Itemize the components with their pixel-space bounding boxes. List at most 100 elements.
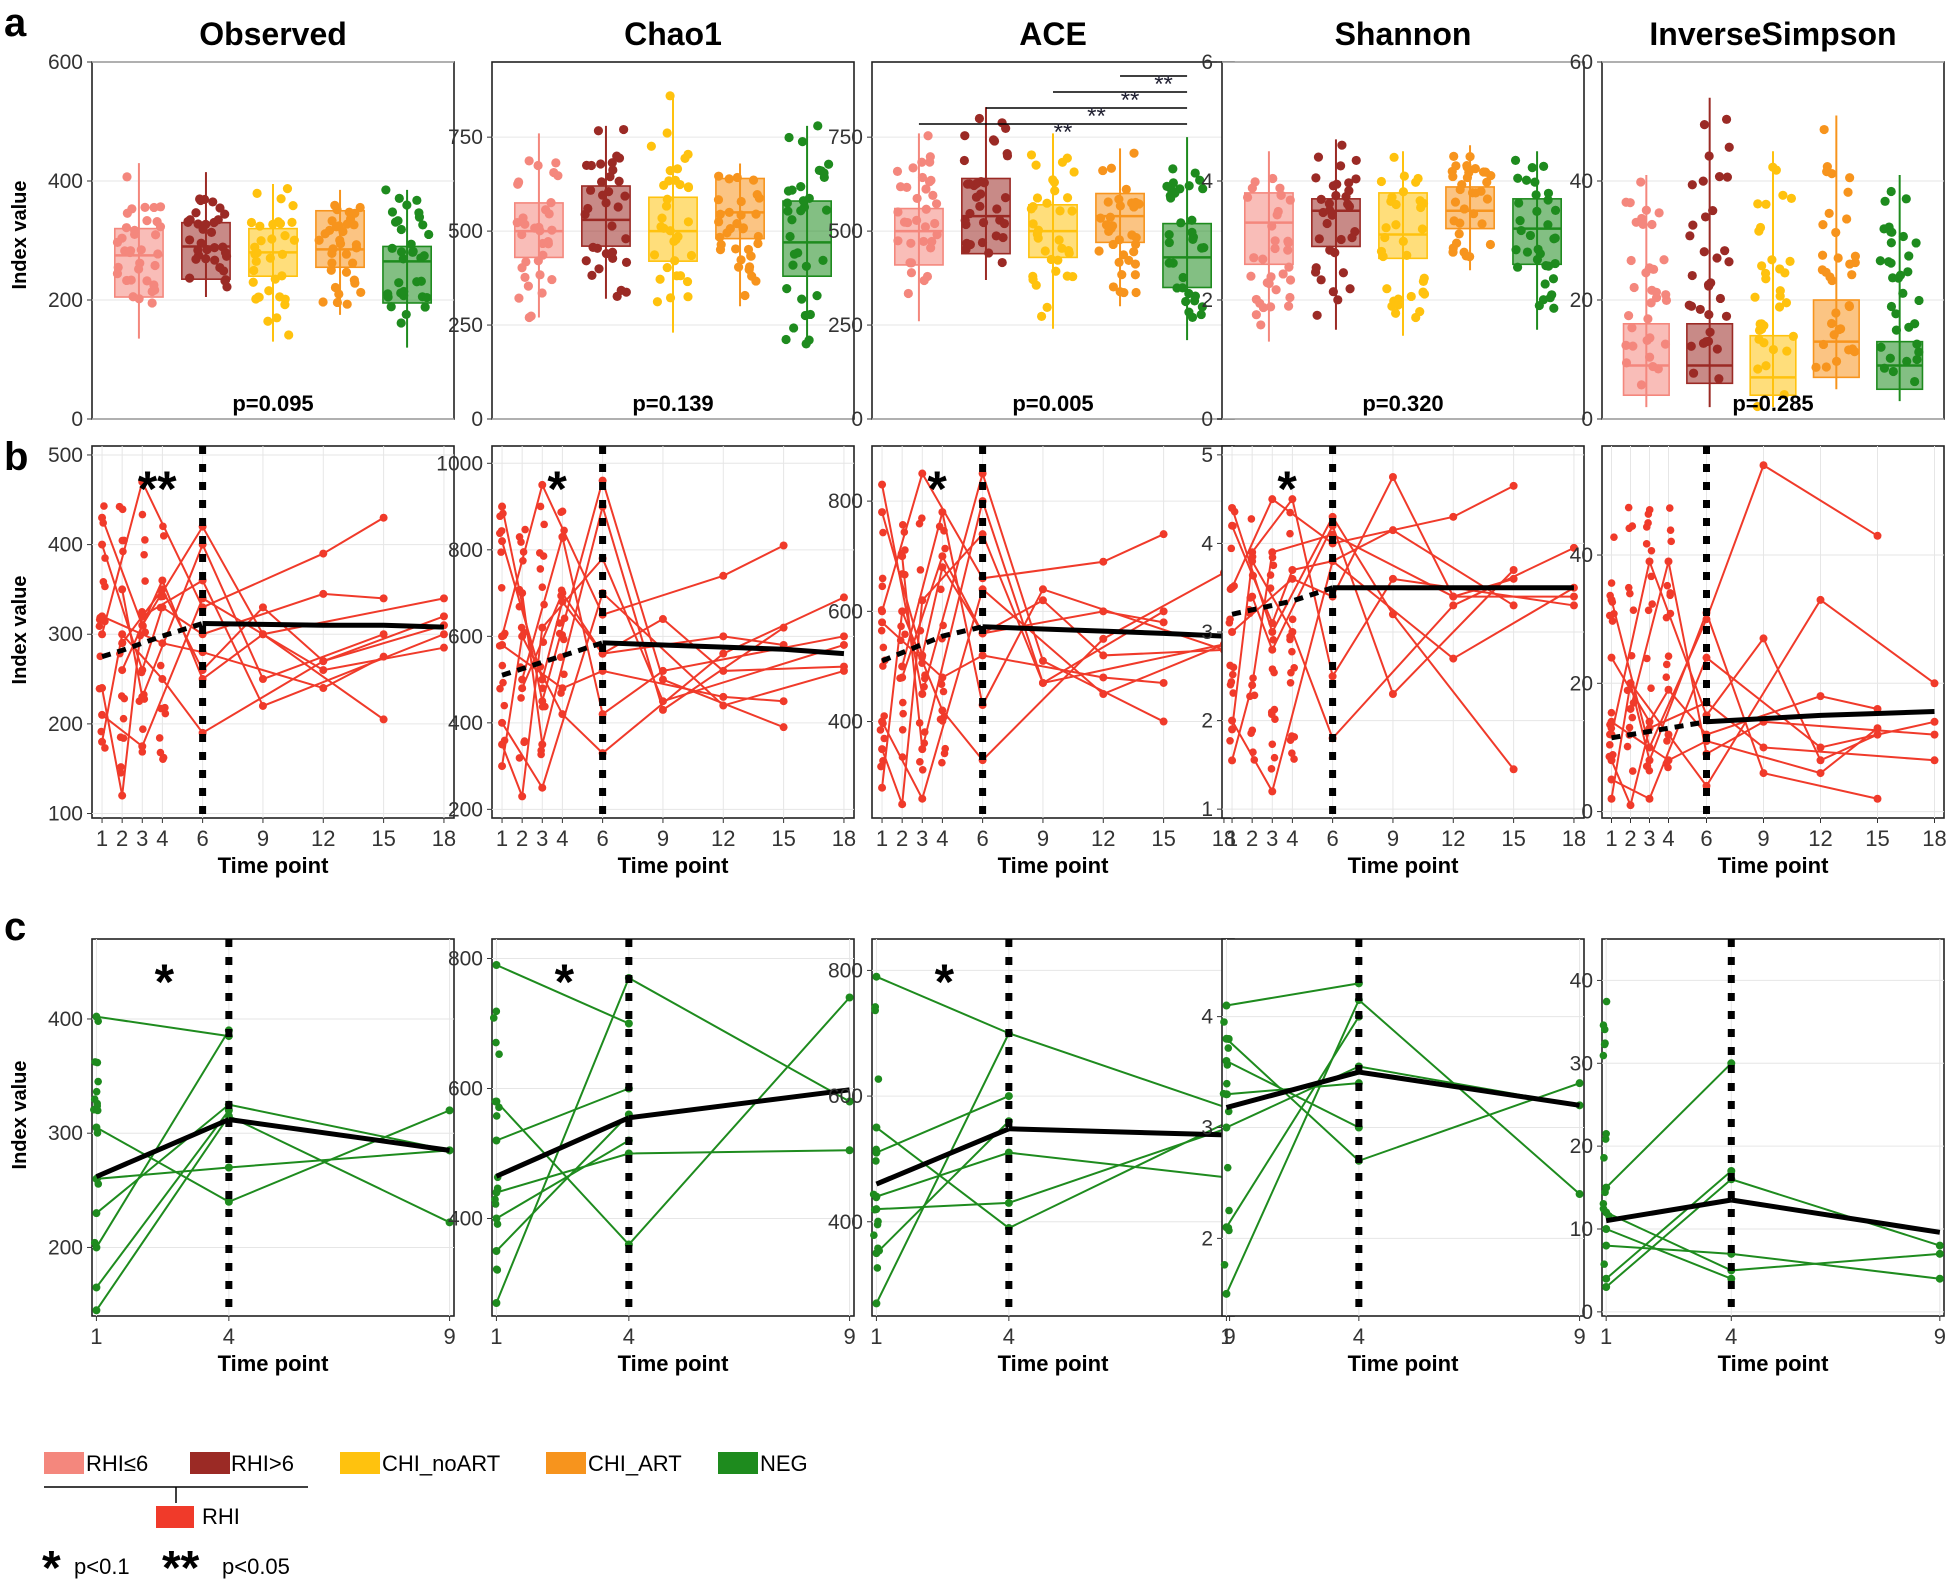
sample-point — [1455, 218, 1465, 228]
sample-point — [140, 202, 150, 212]
sample-point — [1124, 255, 1134, 265]
sample-point — [1687, 270, 1697, 281]
sample-point — [1229, 689, 1237, 697]
sample-point — [1250, 691, 1259, 700]
sample-point — [1662, 660, 1671, 669]
legend-label-rhi-gt6: RHI>6 — [231, 1451, 294, 1476]
subject-point — [379, 630, 388, 639]
sample-point — [1532, 206, 1542, 216]
subject-trajectory — [901, 553, 1224, 678]
y-tick-label: 10 — [1570, 1218, 1593, 1241]
legend-label-chi-noart: CHI_noART — [382, 1451, 500, 1476]
subject-point — [1759, 769, 1768, 778]
sample-point — [1188, 234, 1198, 245]
sample-point — [1599, 1199, 1608, 1208]
subject-trajectory — [495, 1139, 630, 1220]
x-tick-label: 3 — [536, 826, 548, 851]
sample-point — [1382, 284, 1392, 294]
sample-point — [1121, 184, 1131, 194]
sample-point — [332, 297, 343, 308]
sample-point — [1288, 749, 1296, 757]
sample-point — [1687, 180, 1697, 190]
sample-point — [754, 193, 764, 203]
sample-point — [390, 217, 401, 227]
sample-point — [1644, 606, 1653, 615]
sample-point — [1242, 192, 1253, 202]
subject-point — [1602, 1225, 1611, 1233]
sample-point — [977, 237, 988, 248]
subject-point — [1288, 566, 1297, 574]
sample-point — [819, 168, 829, 178]
sample-point — [1448, 171, 1458, 182]
sample-point — [682, 276, 693, 287]
subject-point — [878, 607, 887, 616]
sample-point — [1476, 186, 1486, 196]
subject-point — [1607, 794, 1616, 803]
subject-point — [138, 666, 147, 675]
sample-point — [327, 258, 337, 268]
sample-point — [1876, 342, 1886, 352]
sample-point — [1911, 238, 1921, 248]
sample-point — [1704, 309, 1714, 320]
sample-point — [1886, 238, 1896, 248]
subject-point — [1268, 628, 1277, 636]
sample-point — [878, 574, 887, 583]
x-tick-label: 1 — [490, 1324, 502, 1349]
sample-point — [916, 566, 925, 574]
sample-point — [1380, 232, 1390, 243]
sample-point — [1821, 267, 1831, 277]
sample-point — [997, 257, 1007, 268]
sample-point — [1628, 713, 1637, 722]
sample-point — [112, 237, 123, 247]
sample-point — [1629, 282, 1639, 293]
sample-point — [748, 175, 759, 185]
sample-point — [1602, 1129, 1610, 1138]
sample-point — [594, 264, 604, 274]
sample-point — [1688, 220, 1698, 230]
x-tick-label: 6 — [596, 826, 608, 851]
sample-point — [492, 1265, 501, 1274]
sample-point — [136, 245, 146, 255]
sample-point — [1338, 268, 1349, 278]
sample-point — [1246, 271, 1256, 281]
sample-point — [497, 548, 505, 556]
sample-point — [918, 236, 929, 247]
significance-label: ** — [1087, 103, 1106, 130]
sample-point — [597, 190, 608, 200]
subject-point — [1228, 628, 1237, 636]
sample-point — [538, 583, 547, 591]
subject-point — [719, 666, 728, 675]
sample-point — [500, 701, 509, 710]
median-trend-early — [95, 1117, 230, 1179]
sample-point — [1624, 311, 1634, 321]
sample-point — [1275, 183, 1285, 193]
sample-point — [1628, 767, 1637, 775]
sample-point — [289, 235, 299, 245]
sample-point — [420, 302, 430, 312]
subject-point — [498, 537, 507, 546]
panel-title: Chao1 — [624, 16, 722, 52]
sample-point — [402, 200, 412, 210]
sample-point — [901, 630, 909, 639]
sample-point — [1416, 202, 1426, 213]
sample-point — [521, 257, 531, 267]
subject-point — [1038, 585, 1047, 594]
sample-point — [1539, 161, 1549, 171]
sample-point — [517, 538, 525, 546]
sample-point — [1891, 325, 1902, 335]
sample-point — [1129, 202, 1139, 212]
subject-point — [492, 1214, 501, 1223]
sample-point — [607, 158, 617, 168]
sample-point — [1516, 225, 1526, 236]
sample-point — [138, 748, 147, 756]
sample-point — [523, 281, 533, 291]
sample-point — [928, 190, 938, 201]
sample-point — [1381, 223, 1391, 233]
sample-point — [1176, 218, 1186, 228]
sample-point — [326, 265, 336, 275]
sample-point — [209, 243, 220, 253]
subject-point — [1664, 557, 1673, 566]
y-tick-label: 2 — [1201, 1227, 1213, 1250]
sample-point — [1285, 195, 1295, 205]
sample-point — [199, 194, 210, 205]
